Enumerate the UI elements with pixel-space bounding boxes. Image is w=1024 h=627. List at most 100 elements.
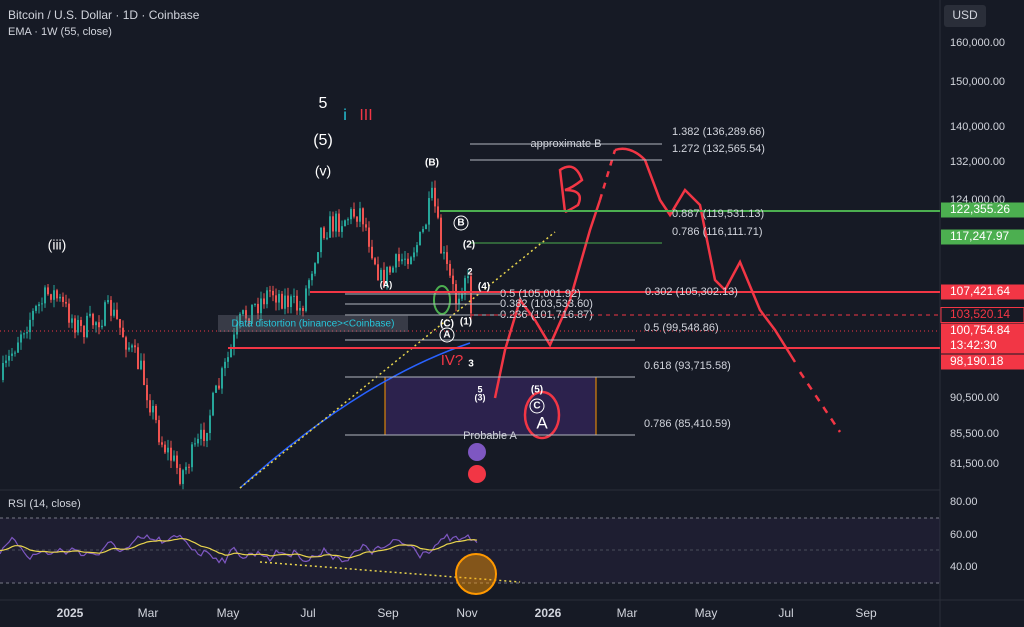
candle-body: [350, 209, 352, 220]
candle-body: [167, 447, 169, 453]
wave-label: (iii): [48, 237, 67, 253]
candle-body: [461, 293, 463, 299]
candle-body: [269, 290, 271, 292]
price-tag-label: 103,520.14: [950, 307, 1010, 321]
candle-body: [392, 267, 394, 273]
candle-body: [359, 208, 361, 222]
rsi-ma: [0, 538, 478, 559]
candle-body: [308, 280, 310, 289]
candle-body: [446, 252, 448, 264]
candle-body: [404, 258, 406, 260]
candle-body: [419, 231, 421, 246]
fib-label: 0.786 (116,111.71): [672, 226, 763, 238]
candle-body: [173, 455, 175, 461]
candle-body: [323, 227, 325, 239]
annotation: Probable A: [463, 430, 517, 442]
price-label: 81,500.00: [950, 458, 999, 470]
fib-label: 1.382 (136,289.66): [672, 126, 765, 138]
candle-body: [86, 315, 88, 338]
candle-body: [53, 290, 55, 300]
rsi-axis-label: 60.00: [950, 529, 978, 541]
annotation: IV?: [441, 352, 464, 369]
candle-body: [191, 444, 193, 468]
candle-body: [365, 224, 367, 228]
candle-body: [425, 224, 427, 230]
wave-label: 2: [467, 266, 472, 276]
candle-body: [164, 444, 166, 453]
candle-body: [332, 216, 334, 232]
candle-body: [140, 360, 142, 370]
time-label: May: [217, 606, 240, 620]
candle-body: [353, 209, 355, 217]
candle-body: [458, 298, 460, 305]
candle-body: [182, 470, 184, 484]
candle-body: [107, 300, 109, 303]
wave-label: (3): [475, 392, 486, 402]
candle-body: [110, 300, 112, 316]
candle-body: [146, 385, 148, 401]
price-tag: [941, 202, 1024, 218]
fib-label: 0.5 (99,548.86): [644, 322, 719, 334]
candle-body: [206, 433, 208, 441]
candle-body: [239, 313, 241, 324]
annotation: Data distortion (binance><Coinbase): [232, 319, 395, 330]
candle-body: [188, 466, 190, 468]
candle-body: [362, 208, 364, 225]
rsi-line: [0, 533, 478, 565]
rsi-label: RSI (14, close): [8, 498, 81, 510]
candle-body: [290, 296, 292, 308]
candle-body: [464, 278, 466, 294]
candle-body: [368, 227, 370, 247]
candle-body: [23, 333, 25, 335]
time-label: Jul: [300, 606, 315, 620]
wave-label: III: [359, 107, 372, 124]
projection-dashed: [598, 149, 617, 201]
candle-body: [176, 455, 178, 468]
candle-body: [131, 345, 133, 348]
wave-label: 5: [477, 384, 482, 394]
candle-body: [119, 318, 121, 328]
candle-body: [329, 216, 331, 238]
candle-body: [56, 290, 58, 299]
annotation: approximate B: [531, 138, 602, 150]
candle-body: [29, 319, 31, 333]
candle-body: [335, 213, 337, 232]
currency-button[interactable]: [944, 5, 986, 27]
candle-body: [266, 290, 268, 305]
wave-label: (4): [478, 282, 490, 293]
wave-label: (A): [380, 279, 393, 289]
candle-body: [284, 295, 286, 309]
price-tag: [941, 284, 1024, 300]
candle-body: [17, 342, 19, 353]
candle-body: [287, 295, 289, 308]
candle-body: [35, 305, 37, 311]
candle-body: [344, 220, 346, 227]
candle-body: [338, 213, 340, 232]
candle-body: [149, 400, 151, 413]
time-label: Sep: [377, 606, 399, 620]
candle-body: [233, 334, 235, 348]
candle-body: [374, 258, 376, 265]
candle-body: [317, 252, 319, 264]
candle-body: [230, 347, 232, 358]
wave-label: A: [443, 330, 450, 341]
wave-circle: [529, 398, 545, 414]
candle-body: [449, 263, 451, 276]
rsi-trend: [259, 561, 521, 583]
candle-body: [257, 303, 259, 314]
candle-body: [170, 447, 172, 461]
candle-body: [251, 304, 253, 324]
price-tag: [941, 354, 1024, 370]
candle-body: [305, 288, 307, 311]
candle-body: [320, 227, 322, 253]
candle-body: [185, 466, 187, 471]
candle-body: [221, 368, 223, 389]
fib-label: 0.236 (101,716.87): [500, 309, 593, 321]
candle-body: [236, 323, 238, 335]
candle-body: [11, 353, 13, 356]
price-tag-label: 117,247.97: [950, 229, 1009, 243]
candle-body: [440, 217, 442, 254]
a-circle: [523, 390, 561, 440]
fib-label: 0.382 (103,533.60): [500, 298, 593, 310]
